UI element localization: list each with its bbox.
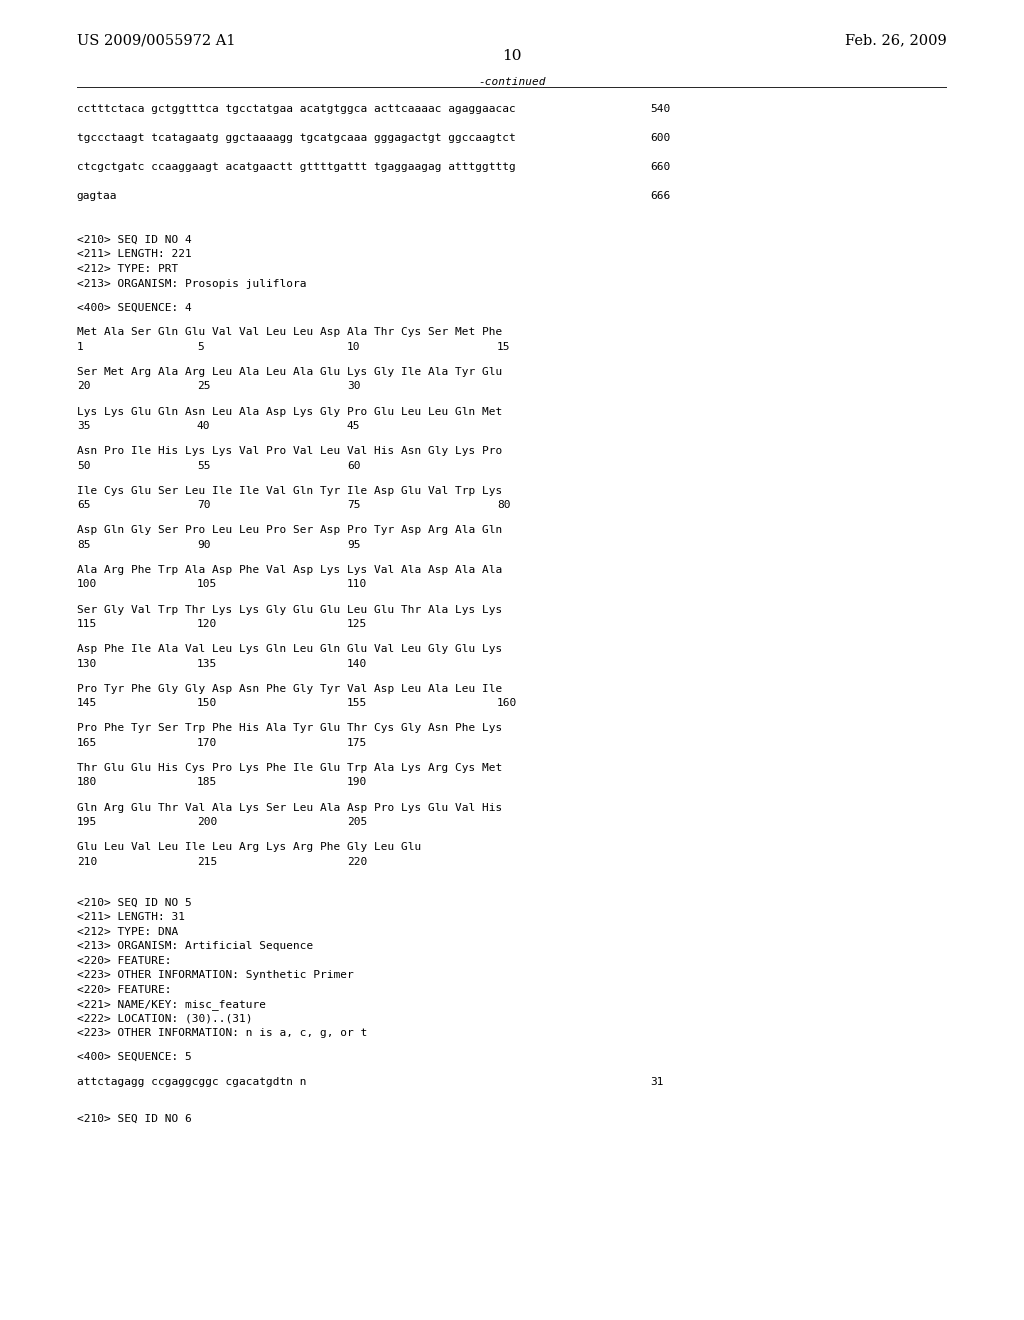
Text: attctagagg ccgaggcggc cgacatgdtn n: attctagagg ccgaggcggc cgacatgdtn n <box>77 1077 306 1088</box>
Text: <213> ORGANISM: Prosopis juliflora: <213> ORGANISM: Prosopis juliflora <box>77 279 306 289</box>
Text: <210> SEQ ID NO 6: <210> SEQ ID NO 6 <box>77 1114 191 1125</box>
Text: 95: 95 <box>347 540 360 550</box>
Text: 30: 30 <box>347 381 360 392</box>
Text: Ser Met Arg Ala Arg Leu Ala Leu Ala Glu Lys Gly Ile Ala Tyr Glu: Ser Met Arg Ala Arg Leu Ala Leu Ala Glu … <box>77 367 502 378</box>
Text: 170: 170 <box>197 738 217 748</box>
Text: Pro Phe Tyr Ser Trp Phe His Ala Tyr Glu Thr Cys Gly Asn Phe Lys: Pro Phe Tyr Ser Trp Phe His Ala Tyr Glu … <box>77 723 502 734</box>
Text: 150: 150 <box>197 698 217 709</box>
Text: <220> FEATURE:: <220> FEATURE: <box>77 985 171 995</box>
Text: Asp Phe Ile Ala Val Leu Lys Gln Leu Gln Glu Val Leu Gly Glu Lys: Asp Phe Ile Ala Val Leu Lys Gln Leu Gln … <box>77 644 502 655</box>
Text: 210: 210 <box>77 857 97 867</box>
Text: 130: 130 <box>77 659 97 669</box>
Text: Glu Leu Val Leu Ile Leu Arg Lys Arg Phe Gly Leu Glu: Glu Leu Val Leu Ile Leu Arg Lys Arg Phe … <box>77 842 421 853</box>
Text: 25: 25 <box>197 381 210 392</box>
Text: 145: 145 <box>77 698 97 709</box>
Text: 660: 660 <box>650 162 671 173</box>
Text: <400> SEQUENCE: 5: <400> SEQUENCE: 5 <box>77 1052 191 1063</box>
Text: <210> SEQ ID NO 5: <210> SEQ ID NO 5 <box>77 898 191 908</box>
Text: 175: 175 <box>347 738 367 748</box>
Text: cctttctaca gctggtttca tgcctatgaa acatgtggca acttcaaaac agaggaacac: cctttctaca gctggtttca tgcctatgaa acatgtg… <box>77 104 515 115</box>
Text: Ile Cys Glu Ser Leu Ile Ile Val Gln Tyr Ile Asp Glu Val Trp Lys: Ile Cys Glu Ser Leu Ile Ile Val Gln Tyr … <box>77 486 502 496</box>
Text: ctcgctgatc ccaaggaagt acatgaactt gttttgattt tgaggaagag atttggtttg: ctcgctgatc ccaaggaagt acatgaactt gttttga… <box>77 162 515 173</box>
Text: 215: 215 <box>197 857 217 867</box>
Text: 55: 55 <box>197 461 210 471</box>
Text: Ser Gly Val Trp Thr Lys Lys Gly Glu Glu Leu Glu Thr Ala Lys Lys: Ser Gly Val Trp Thr Lys Lys Gly Glu Glu … <box>77 605 502 615</box>
Text: 5: 5 <box>197 342 204 352</box>
Text: <212> TYPE: PRT: <212> TYPE: PRT <box>77 264 178 275</box>
Text: 60: 60 <box>347 461 360 471</box>
Text: 220: 220 <box>347 857 367 867</box>
Text: 10: 10 <box>347 342 360 352</box>
Text: 195: 195 <box>77 817 97 828</box>
Text: <221> NAME/KEY: misc_feature: <221> NAME/KEY: misc_feature <box>77 999 266 1010</box>
Text: 1: 1 <box>77 342 84 352</box>
Text: 15: 15 <box>497 342 510 352</box>
Text: 140: 140 <box>347 659 367 669</box>
Text: <210> SEQ ID NO 4: <210> SEQ ID NO 4 <box>77 235 191 246</box>
Text: 185: 185 <box>197 777 217 788</box>
Text: <212> TYPE: DNA: <212> TYPE: DNA <box>77 927 178 937</box>
Text: 125: 125 <box>347 619 367 630</box>
Text: 80: 80 <box>497 500 510 511</box>
Text: 75: 75 <box>347 500 360 511</box>
Text: Pro Tyr Phe Gly Gly Asp Asn Phe Gly Tyr Val Asp Leu Ala Leu Ile: Pro Tyr Phe Gly Gly Asp Asn Phe Gly Tyr … <box>77 684 502 694</box>
Text: Gln Arg Glu Thr Val Ala Lys Ser Leu Ala Asp Pro Lys Glu Val His: Gln Arg Glu Thr Val Ala Lys Ser Leu Ala … <box>77 803 502 813</box>
Text: <222> LOCATION: (30)..(31): <222> LOCATION: (30)..(31) <box>77 1014 252 1024</box>
Text: 200: 200 <box>197 817 217 828</box>
Text: <211> LENGTH: 221: <211> LENGTH: 221 <box>77 249 191 260</box>
Text: 85: 85 <box>77 540 90 550</box>
Text: 100: 100 <box>77 579 97 590</box>
Text: -continued: -continued <box>478 77 546 87</box>
Text: <223> OTHER INFORMATION: Synthetic Primer: <223> OTHER INFORMATION: Synthetic Prime… <box>77 970 353 981</box>
Text: 205: 205 <box>347 817 367 828</box>
Text: 45: 45 <box>347 421 360 432</box>
Text: 110: 110 <box>347 579 367 590</box>
Text: 35: 35 <box>77 421 90 432</box>
Text: Lys Lys Glu Gln Asn Leu Ala Asp Lys Gly Pro Glu Leu Leu Gln Met: Lys Lys Glu Gln Asn Leu Ala Asp Lys Gly … <box>77 407 502 417</box>
Text: <400> SEQUENCE: 4: <400> SEQUENCE: 4 <box>77 302 191 313</box>
Text: <220> FEATURE:: <220> FEATURE: <box>77 956 171 966</box>
Text: gagtaa: gagtaa <box>77 191 118 202</box>
Text: 160: 160 <box>497 698 517 709</box>
Text: <211> LENGTH: 31: <211> LENGTH: 31 <box>77 912 184 923</box>
Text: 50: 50 <box>77 461 90 471</box>
Text: 105: 105 <box>197 579 217 590</box>
Text: 65: 65 <box>77 500 90 511</box>
Text: 666: 666 <box>650 191 671 202</box>
Text: 20: 20 <box>77 381 90 392</box>
Text: 155: 155 <box>347 698 367 709</box>
Text: Met Ala Ser Gln Glu Val Val Leu Leu Asp Ala Thr Cys Ser Met Phe: Met Ala Ser Gln Glu Val Val Leu Leu Asp … <box>77 327 502 338</box>
Text: 115: 115 <box>77 619 97 630</box>
Text: 600: 600 <box>650 133 671 144</box>
Text: Asn Pro Ile His Lys Lys Val Pro Val Leu Val His Asn Gly Lys Pro: Asn Pro Ile His Lys Lys Val Pro Val Leu … <box>77 446 502 457</box>
Text: 90: 90 <box>197 540 210 550</box>
Text: 70: 70 <box>197 500 210 511</box>
Text: 180: 180 <box>77 777 97 788</box>
Text: US 2009/0055972 A1: US 2009/0055972 A1 <box>77 33 236 48</box>
Text: 190: 190 <box>347 777 367 788</box>
Text: 31: 31 <box>650 1077 664 1088</box>
Text: Asp Gln Gly Ser Pro Leu Leu Pro Ser Asp Pro Tyr Asp Arg Ala Gln: Asp Gln Gly Ser Pro Leu Leu Pro Ser Asp … <box>77 525 502 536</box>
Text: tgccctaagt tcatagaatg ggctaaaagg tgcatgcaaa gggagactgt ggccaagtct: tgccctaagt tcatagaatg ggctaaaagg tgcatgc… <box>77 133 515 144</box>
Text: 10: 10 <box>502 49 522 63</box>
Text: <213> ORGANISM: Artificial Sequence: <213> ORGANISM: Artificial Sequence <box>77 941 313 952</box>
Text: 40: 40 <box>197 421 210 432</box>
Text: Thr Glu Glu His Cys Pro Lys Phe Ile Glu Trp Ala Lys Arg Cys Met: Thr Glu Glu His Cys Pro Lys Phe Ile Glu … <box>77 763 502 774</box>
Text: 540: 540 <box>650 104 671 115</box>
Text: 165: 165 <box>77 738 97 748</box>
Text: 120: 120 <box>197 619 217 630</box>
Text: Ala Arg Phe Trp Ala Asp Phe Val Asp Lys Lys Val Ala Asp Ala Ala: Ala Arg Phe Trp Ala Asp Phe Val Asp Lys … <box>77 565 502 576</box>
Text: <223> OTHER INFORMATION: n is a, c, g, or t: <223> OTHER INFORMATION: n is a, c, g, o… <box>77 1028 367 1039</box>
Text: 135: 135 <box>197 659 217 669</box>
Text: Feb. 26, 2009: Feb. 26, 2009 <box>846 33 947 48</box>
